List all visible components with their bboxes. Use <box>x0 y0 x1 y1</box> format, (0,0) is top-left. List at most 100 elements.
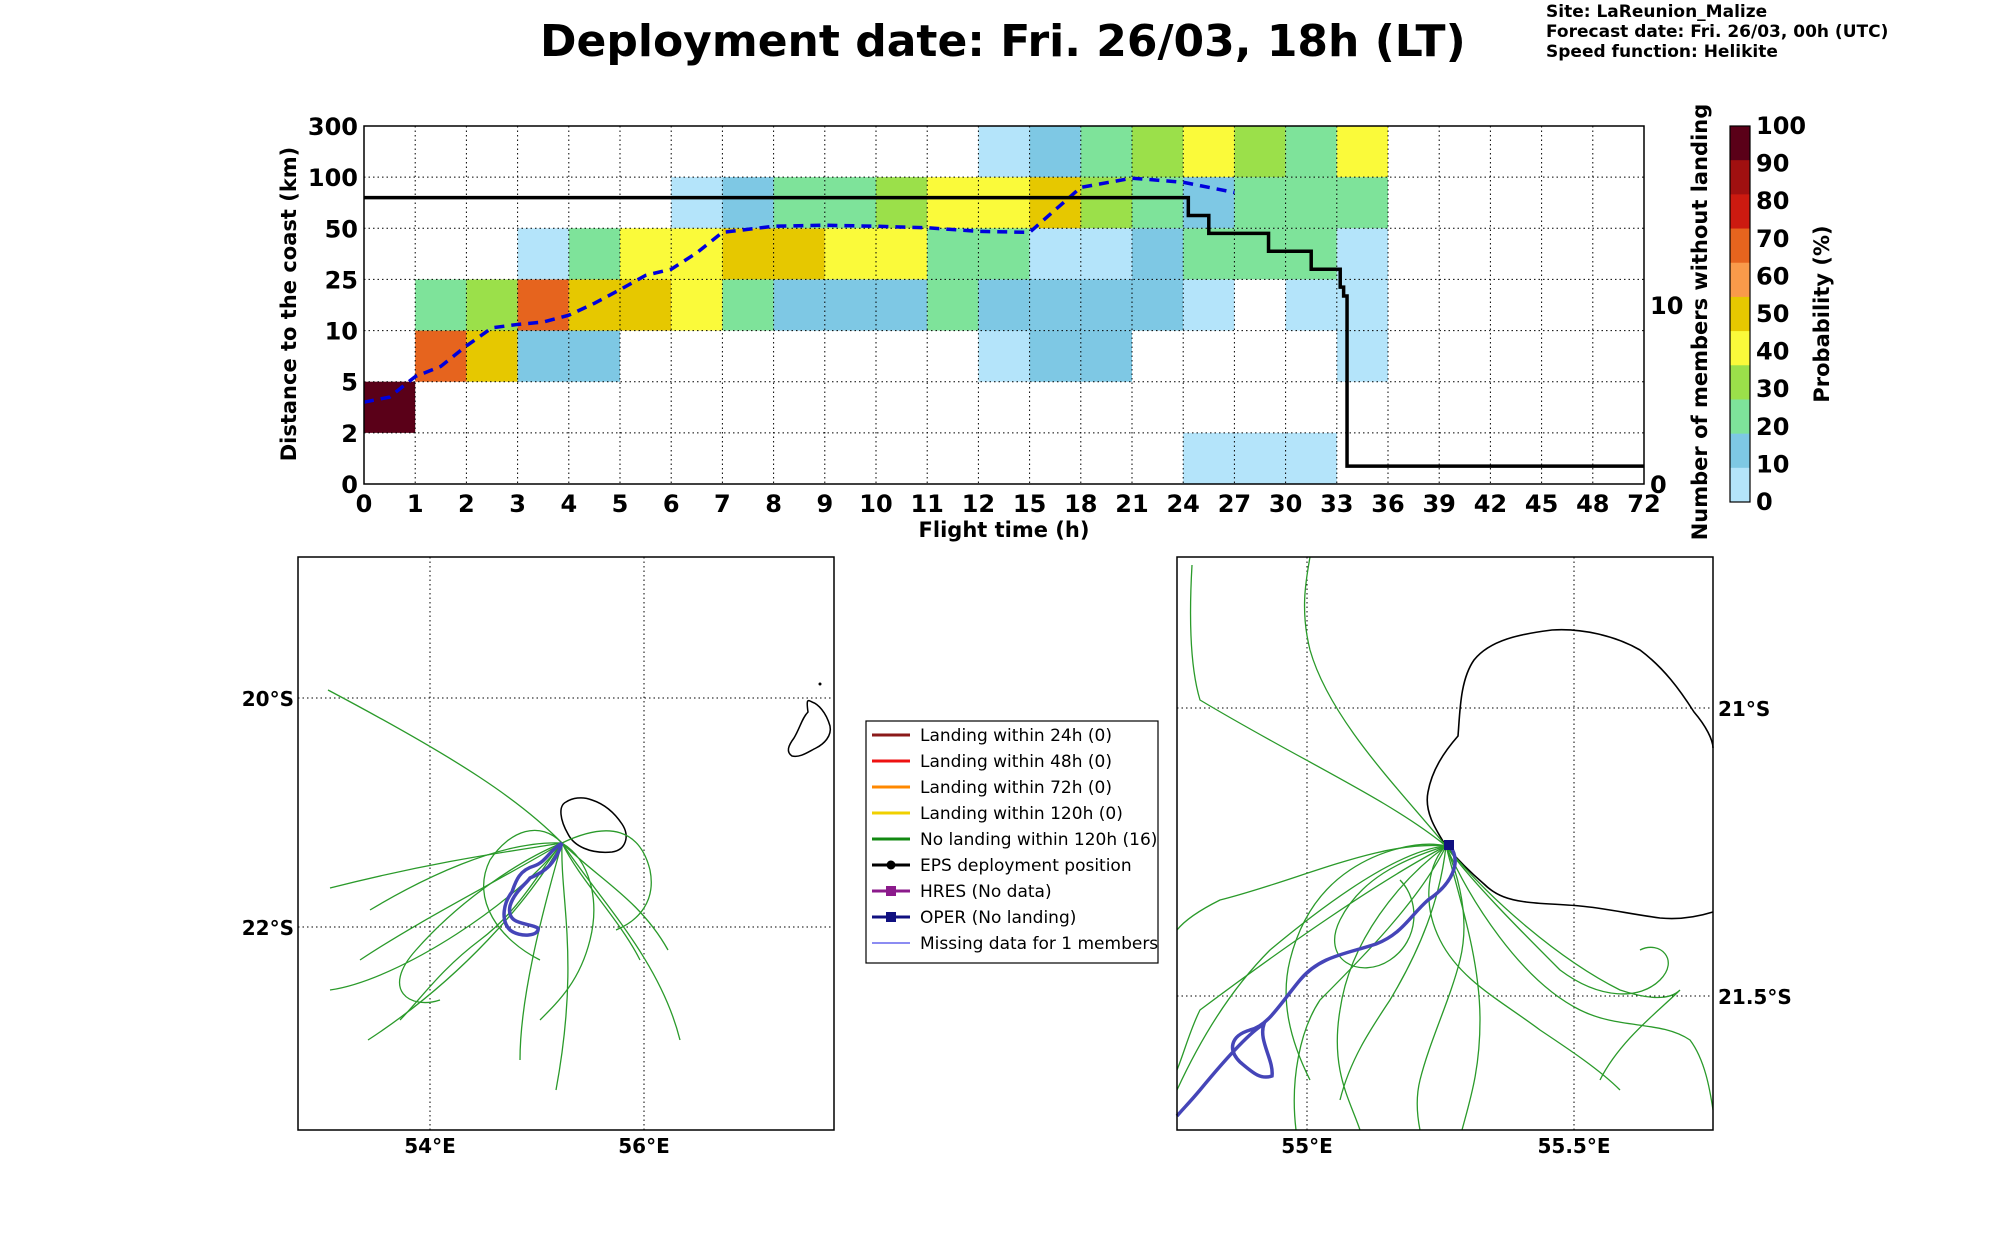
map-left-lon-label: 56°E <box>618 1134 670 1158</box>
legend-entry: Landing within 72h (0) <box>872 778 1112 798</box>
heatmap-cell <box>1336 330 1388 382</box>
colorbar-frame <box>1729 125 1751 503</box>
x-tick-label: 15 <box>1013 490 1046 518</box>
heatmap-cell <box>466 330 518 382</box>
heatmap-cell <box>1183 279 1235 331</box>
colorbar-tick-label: 40 <box>1756 338 1789 366</box>
heatmap-cell <box>773 228 825 280</box>
x-tick-label: 8 <box>765 490 782 518</box>
legend-label: HRES (No data) <box>920 882 1052 902</box>
x-tick-label: 10 <box>859 490 892 518</box>
oper-trajectory-right <box>1175 844 1457 1118</box>
colorbar-swatch <box>1730 467 1750 503</box>
heatmap-cell <box>978 177 1030 229</box>
legend-entry: Missing data for 1 members <box>872 934 1158 954</box>
colorbar-tick-label: 10 <box>1756 450 1789 478</box>
map-left-background <box>298 557 834 1130</box>
islet-marker <box>818 682 822 686</box>
map-left-lon-label: 54°E <box>404 1134 456 1158</box>
probability-heatmap-chart: 0 1 2 3 4 5 6 7 8 9 10 11 12 15 18 21 24 27 30 33 36 39 42 45 48… <box>277 104 1712 542</box>
colorbar-swatch <box>1730 160 1750 195</box>
reunion-coastline <box>560 797 627 854</box>
x-tick-label: 42 <box>1474 490 1507 518</box>
heatmap-cell <box>1234 228 1286 280</box>
x-tick-label: 21 <box>1115 490 1148 518</box>
y-axis-label: Distance to the coast (km) <box>277 147 301 462</box>
regional-trajectory-map: 20°S 22°S 54°E 56°E <box>242 556 835 1158</box>
x-tick-label: 24 <box>1166 490 1199 518</box>
legend-box <box>865 720 1159 964</box>
y-tick-label: 25 <box>325 266 358 294</box>
colorbar-swatch <box>1730 365 1750 400</box>
heatmap-cell <box>722 279 774 331</box>
colorbar-tick-label: 90 <box>1756 150 1789 178</box>
colorbar-swatches <box>1730 126 1750 503</box>
y-tick-label: 2 <box>341 420 358 448</box>
heatmap-cell <box>824 177 876 229</box>
heatmap-cell <box>1336 177 1388 229</box>
heatmap-cell <box>876 279 928 331</box>
heatmap-cell <box>927 177 979 229</box>
heatmap-cell <box>1029 330 1081 382</box>
heatmap-cell <box>568 330 620 382</box>
legend-entry: EPS deployment position <box>872 856 1132 876</box>
y-tick-label: 100 <box>308 164 358 192</box>
heatmap-cell <box>1132 279 1184 331</box>
colorbar-swatch <box>1730 228 1750 264</box>
map-right-lat-label: 21.5°S <box>1718 985 1792 1009</box>
colorbar-tick-label: 0 <box>1756 488 1773 516</box>
colorbar-tick-label: 30 <box>1756 375 1789 403</box>
heatmap-cell <box>1080 330 1132 382</box>
x-tick-label: 33 <box>1320 490 1353 518</box>
legend-label: Landing within 48h (0) <box>920 752 1112 772</box>
colorbar-swatch <box>1730 126 1750 161</box>
x-tick-label: 48 <box>1576 490 1609 518</box>
map-left-lat-label: 20°S <box>242 687 294 711</box>
colorbar-tick-label: 70 <box>1756 225 1789 253</box>
heatmap-cell <box>1029 279 1081 331</box>
x-tick-labels: 0 1 2 3 4 5 6 7 8 9 10 11 12 15 18 21 24 27 30 33 36 39 42 45 48… <box>356 490 1661 518</box>
heatmap-series <box>363 176 1644 468</box>
map-right-frame <box>1176 556 1714 1131</box>
heatmap-cell <box>1080 279 1132 331</box>
x-tick-label: 2 <box>458 490 475 518</box>
heatmap-cell <box>1285 177 1337 229</box>
heatmap-cell <box>1234 432 1286 484</box>
heatmap-cell <box>568 228 620 280</box>
legend-entry: Landing within 48h (0) <box>872 752 1112 772</box>
legend-entry: Landing within 120h (0) <box>872 804 1123 824</box>
heatmap-cell <box>671 228 723 280</box>
colorbar-swatch <box>1730 399 1750 435</box>
ensemble-trajectories-right <box>1176 556 1714 1131</box>
heatmap-cell <box>773 279 825 331</box>
heatmap-gridlines <box>364 126 1644 484</box>
trajectory-legend: Landing within 24h (0) Landing within 48h… <box>865 720 1159 964</box>
heatmap-cell <box>1029 177 1081 229</box>
heatmap-cell <box>1132 228 1184 280</box>
right-axis-label: Number of members without landing <box>1688 104 1712 541</box>
heatmap-cell <box>415 330 467 382</box>
map-right-lon-label: 55.5°E <box>1537 1134 1610 1158</box>
legend-label: Landing within 120h (0) <box>920 804 1123 824</box>
heatmap-cell <box>1336 126 1388 178</box>
x-tick-label: 18 <box>1064 490 1097 518</box>
heatmap-cell <box>1285 432 1337 484</box>
colorbar-swatch <box>1730 433 1750 469</box>
heatmap-cell <box>671 279 723 331</box>
oper-trajectory-left <box>502 841 564 937</box>
heatmap-cell <box>978 330 1030 382</box>
heatmap-cell <box>620 228 672 280</box>
right-tick-label: 10 <box>1650 292 1683 320</box>
forecast-meta: Site: LaReunion_Malize Forecast date: Fr… <box>1546 2 1888 62</box>
heatmap-cell <box>824 228 876 280</box>
legend-label: OPER (No landing) <box>920 908 1076 928</box>
colorbar-tick-label: 20 <box>1756 413 1789 441</box>
heatmap-cell <box>415 279 467 331</box>
heatmap-cell <box>1029 126 1081 178</box>
heatmap-cell <box>1183 228 1235 280</box>
heatmap-cell <box>671 177 723 229</box>
heatmap-frame <box>363 125 1645 485</box>
heatmap-cells <box>364 126 1388 484</box>
heatmap-cell <box>1183 432 1235 484</box>
probability-colorbar: 0 10 20 30 40 50 60 70 80 90 100 Probability (%) <box>1729 112 1834 516</box>
